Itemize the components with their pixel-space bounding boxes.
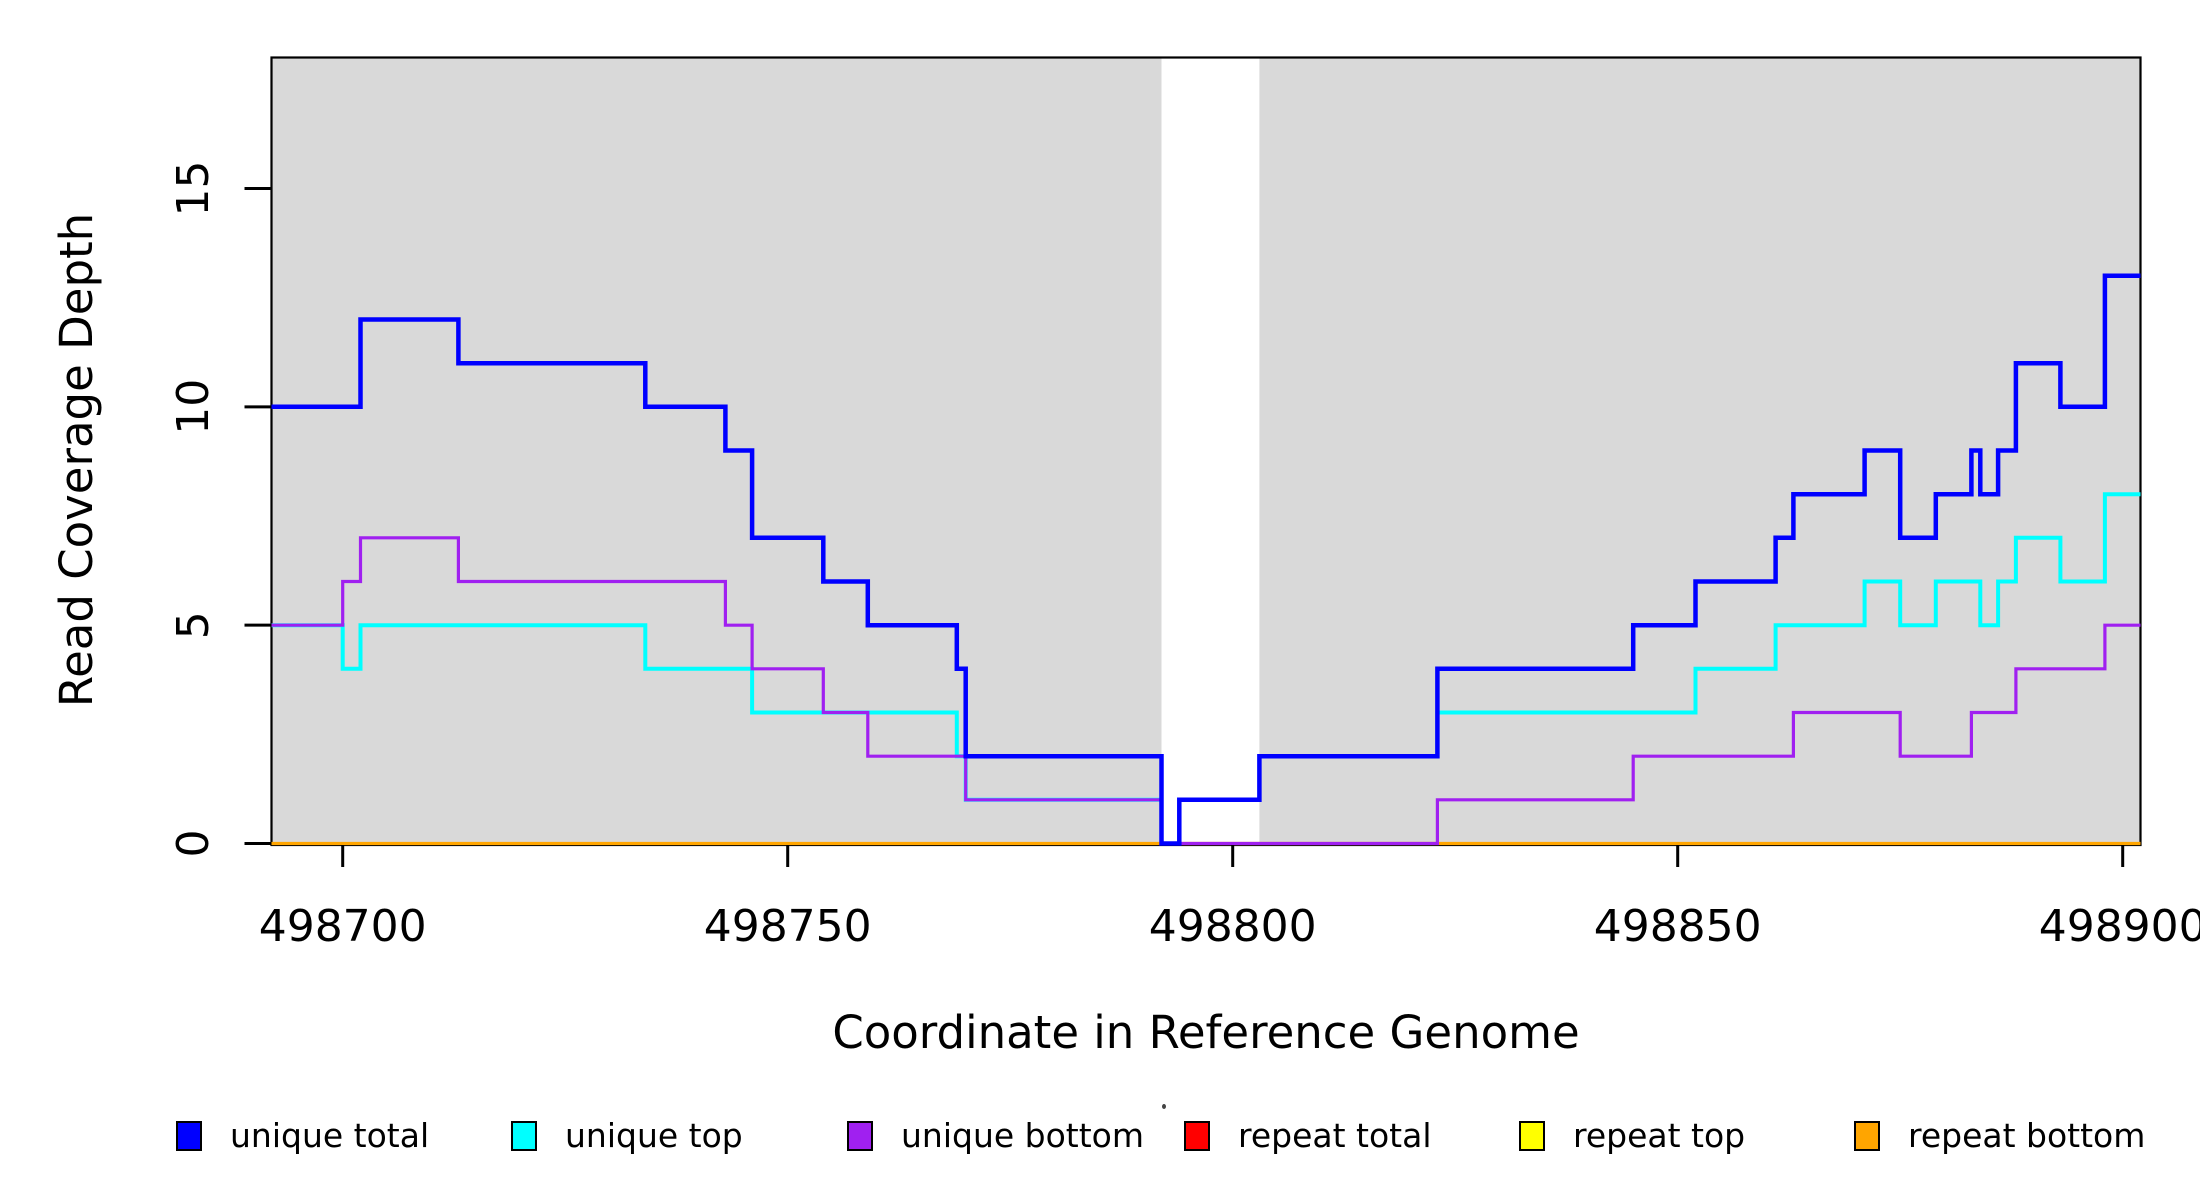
- x-tick-label: 498750: [704, 901, 872, 952]
- legend-label: repeat top: [1573, 1116, 1746, 1155]
- legend-label: repeat total: [1238, 1116, 1432, 1155]
- legend-label: unique total: [230, 1116, 430, 1155]
- axis-ticks: [244, 187, 2125, 867]
- x-axis-title: Coordinate in Reference Genome: [832, 1006, 1579, 1059]
- legend-item-unique-total: unique total: [176, 1116, 430, 1155]
- legend-swatch-repeat-bottom: [1854, 1121, 1880, 1151]
- y-tick-label: 10: [168, 379, 219, 435]
- legend-swatch-unique-bottom: [847, 1121, 873, 1151]
- legend-label: unique top: [565, 1116, 743, 1155]
- legend-item-repeat-top: repeat top: [1519, 1116, 1746, 1155]
- legend-swatch-unique-total: [176, 1121, 202, 1151]
- legend-label: repeat bottom: [1908, 1116, 2146, 1155]
- unshaded-gap: [1161, 57, 1260, 845]
- legend-label: unique bottom: [901, 1116, 1145, 1155]
- y-tick-label: 15: [168, 161, 219, 217]
- legend-swatch-repeat-top: [1519, 1121, 1545, 1151]
- series-line-unique-top: [271, 492, 2141, 846]
- shaded-region-left: [271, 57, 1162, 845]
- series-line-unique-total: [271, 273, 2141, 846]
- series-lines: [271, 273, 2141, 846]
- x-tick-label: 498900: [2039, 901, 2200, 952]
- legend-swatch-repeat-total: [1184, 1121, 1210, 1151]
- plot-background-regions: [271, 57, 2141, 845]
- legend-item-unique-bottom: unique bottom: [847, 1116, 1145, 1155]
- legend-item-unique-top: unique top: [511, 1116, 743, 1155]
- legend-item-repeat-total: repeat total: [1184, 1116, 1432, 1155]
- series-line-unique-bottom: [271, 536, 2141, 846]
- y-tick-label: 5: [168, 611, 219, 639]
- x-tick-label: 498850: [1594, 901, 1762, 952]
- legend-item-repeat-bottom: repeat bottom: [1854, 1116, 2146, 1155]
- x-tick-label: 498800: [1149, 901, 1317, 952]
- y-tick-labels: 0 5 10 15: [168, 161, 219, 858]
- legend-swatch-unique-top: [511, 1121, 537, 1151]
- x-tick-label: 498700: [259, 901, 427, 952]
- x-tick-labels: 498700 498750 498800 498850 498900: [259, 901, 2200, 952]
- stray-dot-artifact: [1162, 1104, 1166, 1109]
- y-tick-label: 0: [168, 830, 219, 858]
- y-axis-title: Read Coverage Depth: [50, 213, 103, 707]
